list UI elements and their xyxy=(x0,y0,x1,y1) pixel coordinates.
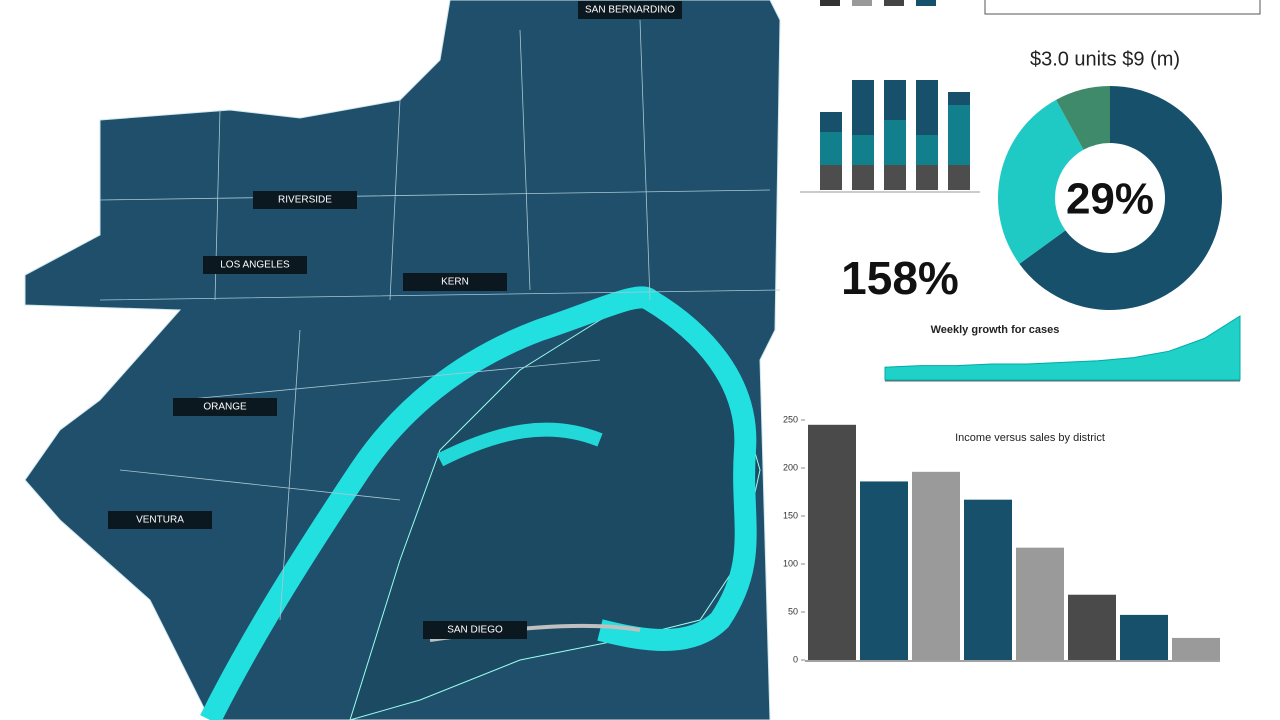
label-box xyxy=(403,273,507,291)
y-tick-label: 50 xyxy=(788,606,798,616)
map-label: ORANGE xyxy=(203,402,247,413)
bar xyxy=(1068,594,1116,660)
y-tick-label: 100 xyxy=(783,558,798,568)
y-tick-label: 150 xyxy=(783,510,798,520)
label-box xyxy=(423,621,527,639)
bar-segment xyxy=(884,80,906,120)
bar-segment xyxy=(948,165,970,190)
bar-segment xyxy=(820,132,842,165)
bar xyxy=(1172,637,1220,660)
area xyxy=(884,315,1241,381)
bar xyxy=(808,424,856,660)
bar xyxy=(860,481,908,660)
map xyxy=(24,0,781,720)
bar-segment xyxy=(884,165,906,190)
label-box xyxy=(173,398,277,416)
bar-segment xyxy=(916,165,938,190)
label-box xyxy=(253,191,357,209)
bar xyxy=(912,471,960,660)
area-title: Weekly growth for cases xyxy=(931,324,1060,336)
label-box xyxy=(203,256,307,274)
bar-title: Income versus sales by district xyxy=(955,432,1105,444)
y-tick-label: 0 xyxy=(793,654,798,664)
map-label: RIVERSIDE xyxy=(278,195,332,206)
bar-segment xyxy=(820,165,842,190)
map-label: SAN DIEGO xyxy=(447,625,503,636)
donut-slice xyxy=(1056,86,1110,150)
bar-segment xyxy=(820,112,842,132)
map-label: LOS ANGELES xyxy=(220,260,290,271)
map-label: VENTURA xyxy=(136,515,184,526)
bar-segment xyxy=(852,165,874,190)
legend-swatch xyxy=(884,0,904,6)
bar xyxy=(1120,614,1168,660)
donut-label: 29% xyxy=(1066,175,1154,224)
label-box xyxy=(578,1,682,19)
bar-segment xyxy=(916,80,938,135)
headline: 158% xyxy=(841,252,959,304)
bar-segment xyxy=(948,92,970,105)
map-label: KERN xyxy=(441,277,469,288)
donut-slice xyxy=(1019,86,1223,310)
legend-swatch xyxy=(916,0,936,6)
bar-segment xyxy=(884,120,906,165)
border xyxy=(99,19,781,621)
bar-segment xyxy=(948,105,970,165)
bar xyxy=(964,499,1012,660)
map-labels: SAN BERNARDINO RIVERSIDE KERN LOS ANGELES OR… xyxy=(108,1,682,639)
river xyxy=(436,422,603,467)
legend-swatch xyxy=(852,0,872,6)
donut-title: $3.0 units $9 (m) xyxy=(1030,48,1180,70)
bar xyxy=(1016,547,1064,660)
bar-segment xyxy=(852,80,874,135)
y-tick-label: 200 xyxy=(783,462,798,472)
map-label: SAN BERNARDINO xyxy=(585,5,675,16)
y-tick-label: 250 xyxy=(783,414,798,424)
bar-segment xyxy=(852,135,874,165)
box xyxy=(984,0,1261,15)
label-box xyxy=(108,511,212,529)
river xyxy=(200,286,757,720)
donut-slice xyxy=(998,99,1084,264)
legend-swatch xyxy=(820,0,840,6)
bar-segment xyxy=(916,135,938,165)
